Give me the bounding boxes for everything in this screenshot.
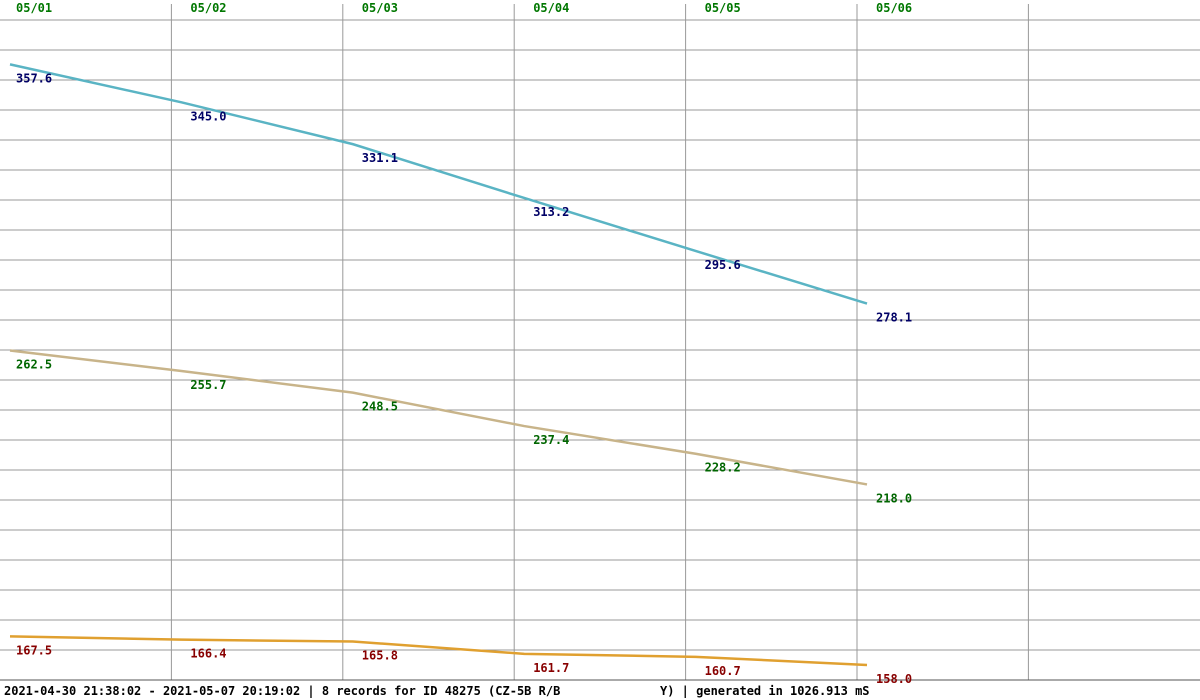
data-label: 313.2 <box>533 205 569 219</box>
data-label: 331.1 <box>362 151 398 165</box>
data-label: 165.8 <box>362 648 398 662</box>
x-tick-label: 05/04 <box>533 1 569 15</box>
x-tick-label: 05/02 <box>190 1 226 15</box>
data-label: 345.0 <box>190 109 226 123</box>
data-label: 161.7 <box>533 661 569 675</box>
footer-right: Y) | generated in 1026.913 mS <box>660 684 870 698</box>
x-tick-label: 05/03 <box>362 1 398 15</box>
data-label: 158.0 <box>876 672 912 686</box>
data-label: 228.2 <box>705 461 741 475</box>
x-tick-label: 05/05 <box>705 1 741 15</box>
data-label: 160.7 <box>705 664 741 678</box>
footer-left: 2021-04-30 21:38:02 - 2021-05-07 20:19:0… <box>4 684 560 698</box>
data-label: 295.6 <box>705 258 741 272</box>
data-label: 167.5 <box>16 643 52 657</box>
grid <box>0 4 1200 681</box>
x-tick-label: 05/06 <box>876 1 912 15</box>
series-line <box>9 635 868 667</box>
data-label: 237.4 <box>533 433 569 447</box>
data-label: 357.6 <box>16 71 52 85</box>
series-line <box>9 349 868 486</box>
data-label: 218.0 <box>876 491 912 505</box>
data-label: 278.1 <box>876 311 912 325</box>
data-label: 255.7 <box>190 378 226 392</box>
data-label: 262.5 <box>16 358 52 372</box>
data-label: 166.4 <box>190 647 226 661</box>
series-line <box>9 63 868 305</box>
x-tick-label: 05/01 <box>16 1 52 15</box>
data-label: 248.5 <box>362 400 398 414</box>
